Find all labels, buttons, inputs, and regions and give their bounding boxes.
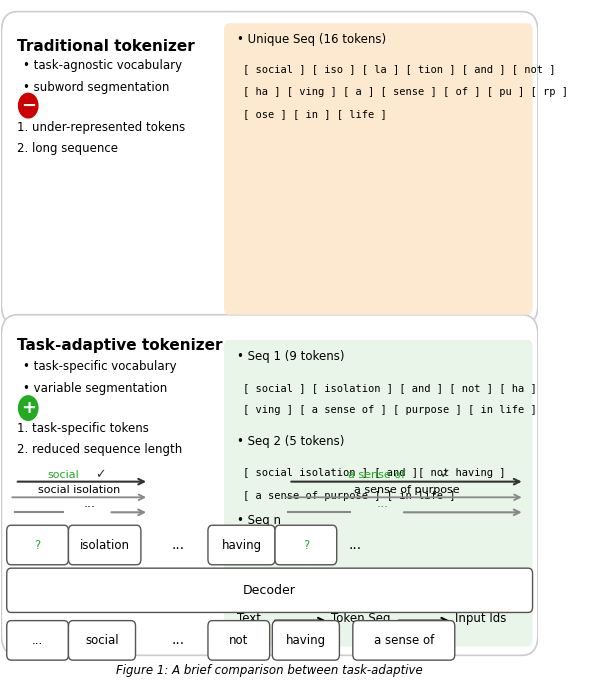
FancyBboxPatch shape	[1, 12, 538, 325]
Text: ...: ...	[172, 538, 185, 552]
FancyBboxPatch shape	[224, 23, 533, 315]
FancyBboxPatch shape	[275, 525, 337, 565]
FancyBboxPatch shape	[68, 525, 141, 565]
Text: • subword segmentation: • subword segmentation	[23, 81, 169, 94]
Text: 1. under-represented tokens: 1. under-represented tokens	[18, 121, 185, 134]
Text: • task-specific vocabulary: • task-specific vocabulary	[23, 360, 176, 373]
Text: having: having	[286, 634, 326, 647]
Text: ...: ...	[172, 633, 185, 647]
Circle shape	[19, 396, 38, 421]
Text: ?: ?	[35, 538, 41, 551]
Text: • Seq 2 (5 tokens): • Seq 2 (5 tokens)	[238, 435, 345, 448]
Text: Text: Text	[238, 612, 261, 625]
Text: not: not	[229, 634, 248, 647]
Text: ...: ...	[253, 541, 265, 554]
Text: 1. task-specific tokens: 1. task-specific tokens	[18, 423, 149, 436]
FancyBboxPatch shape	[208, 525, 275, 565]
Text: social: social	[85, 634, 119, 647]
Text: a sense of: a sense of	[348, 470, 405, 479]
Text: Token Seq: Token Seq	[331, 612, 391, 625]
Text: sampling: sampling	[253, 586, 318, 598]
Text: [ social isolation ] [ and ][ not having ]: [ social isolation ] [ and ][ not having…	[243, 468, 505, 478]
Text: having: having	[221, 538, 262, 551]
FancyBboxPatch shape	[1, 315, 538, 655]
FancyBboxPatch shape	[272, 620, 339, 660]
Text: 2. reduced sequence length: 2. reduced sequence length	[18, 443, 183, 456]
Text: [ ose ] [ in ] [ life ]: [ ose ] [ in ] [ life ]	[243, 109, 387, 119]
Text: • task-agnostic vocabulary: • task-agnostic vocabulary	[23, 60, 182, 73]
Text: [ social ] [ isolation ] [ and ] [ not ] [ ha ]: [ social ] [ isolation ] [ and ] [ not ]…	[243, 383, 536, 393]
Text: • Seq 1 (9 tokens): • Seq 1 (9 tokens)	[238, 350, 345, 363]
Text: +: +	[21, 399, 36, 417]
FancyBboxPatch shape	[7, 568, 533, 612]
Text: • Seq n: • Seq n	[238, 514, 281, 527]
Text: [ social ] [ iso ] [ la ] [ tion ] [ and ] [ not ]: [ social ] [ iso ] [ la ] [ tion ] [ and…	[243, 64, 555, 74]
Text: social: social	[47, 470, 79, 479]
Text: Figure 1: A brief comparison between task-adaptive: Figure 1: A brief comparison between tas…	[116, 664, 423, 677]
FancyBboxPatch shape	[68, 620, 136, 660]
Text: −: −	[21, 96, 36, 115]
FancyBboxPatch shape	[353, 620, 454, 660]
Text: ...: ...	[32, 634, 43, 647]
Text: • variable segmentation: • variable segmentation	[23, 382, 167, 395]
FancyBboxPatch shape	[7, 620, 68, 660]
Text: [ a sense of purpose ] [ in life ]: [ a sense of purpose ] [ in life ]	[243, 490, 455, 501]
Text: social isolation: social isolation	[38, 485, 121, 495]
Text: ?: ?	[303, 538, 309, 551]
Text: Traditional tokenizer: Traditional tokenizer	[18, 39, 195, 54]
Text: ...: ...	[84, 497, 96, 510]
Text: Task-adaptive tokenizer: Task-adaptive tokenizer	[18, 338, 223, 353]
FancyBboxPatch shape	[7, 525, 68, 565]
Text: ...: ...	[376, 497, 388, 510]
Text: [ ha ] [ ving ] [ a ] [ sense ] [ of ] [ pu ] [ rp ]: [ ha ] [ ving ] [ a ] [ sense ] [ of ] […	[243, 87, 568, 96]
Text: ✓: ✓	[95, 468, 106, 481]
Text: ✓: ✓	[439, 468, 449, 481]
Text: Decoder: Decoder	[243, 584, 296, 597]
Text: a sense of purpose: a sense of purpose	[354, 485, 459, 495]
FancyBboxPatch shape	[208, 620, 270, 660]
Text: ...: ...	[349, 538, 362, 552]
Text: [ ving ] [ a sense of ] [ purpose ] [ in life ]: [ ving ] [ a sense of ] [ purpose ] [ in…	[243, 406, 536, 415]
Text: • Unique Seq (16 tokens): • Unique Seq (16 tokens)	[238, 34, 387, 47]
Text: 2. long sequence: 2. long sequence	[18, 142, 119, 155]
Text: isolation: isolation	[79, 538, 130, 551]
FancyBboxPatch shape	[224, 340, 533, 646]
Text: unique: unique	[328, 592, 362, 602]
Text: Input Ids: Input Ids	[454, 612, 506, 625]
Circle shape	[19, 93, 38, 118]
Text: a sense of: a sense of	[374, 634, 434, 647]
